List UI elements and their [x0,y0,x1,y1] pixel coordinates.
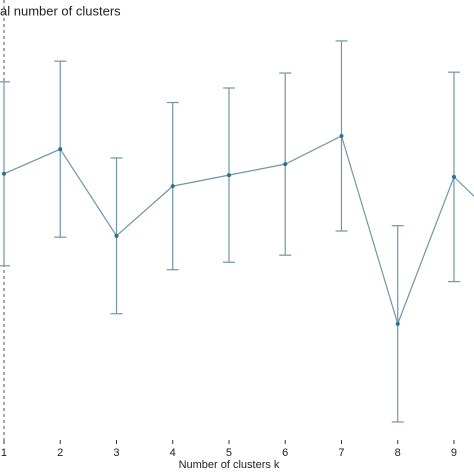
x-tick-label: 9 [451,447,457,459]
point [58,147,63,152]
x-tick-label: 1 [1,447,7,459]
point [339,133,344,138]
point [170,184,175,189]
x-axis-label: Number of clusters k [179,459,280,471]
point [114,233,119,238]
point [395,321,400,326]
point [226,173,231,178]
x-tick-label: 4 [170,447,176,459]
series-line [3,135,474,326]
point [1,171,6,176]
x-tick-label: 3 [113,447,119,459]
point [451,174,456,179]
x-tick-label: 8 [395,447,401,459]
x-tick-label: 7 [338,447,344,459]
x-tick-label: 5 [226,447,232,459]
chart-title: al number of clusters [0,3,121,18]
x-tick-label: 2 [57,447,63,459]
point [283,162,288,167]
x-tick-label: 6 [282,447,288,459]
